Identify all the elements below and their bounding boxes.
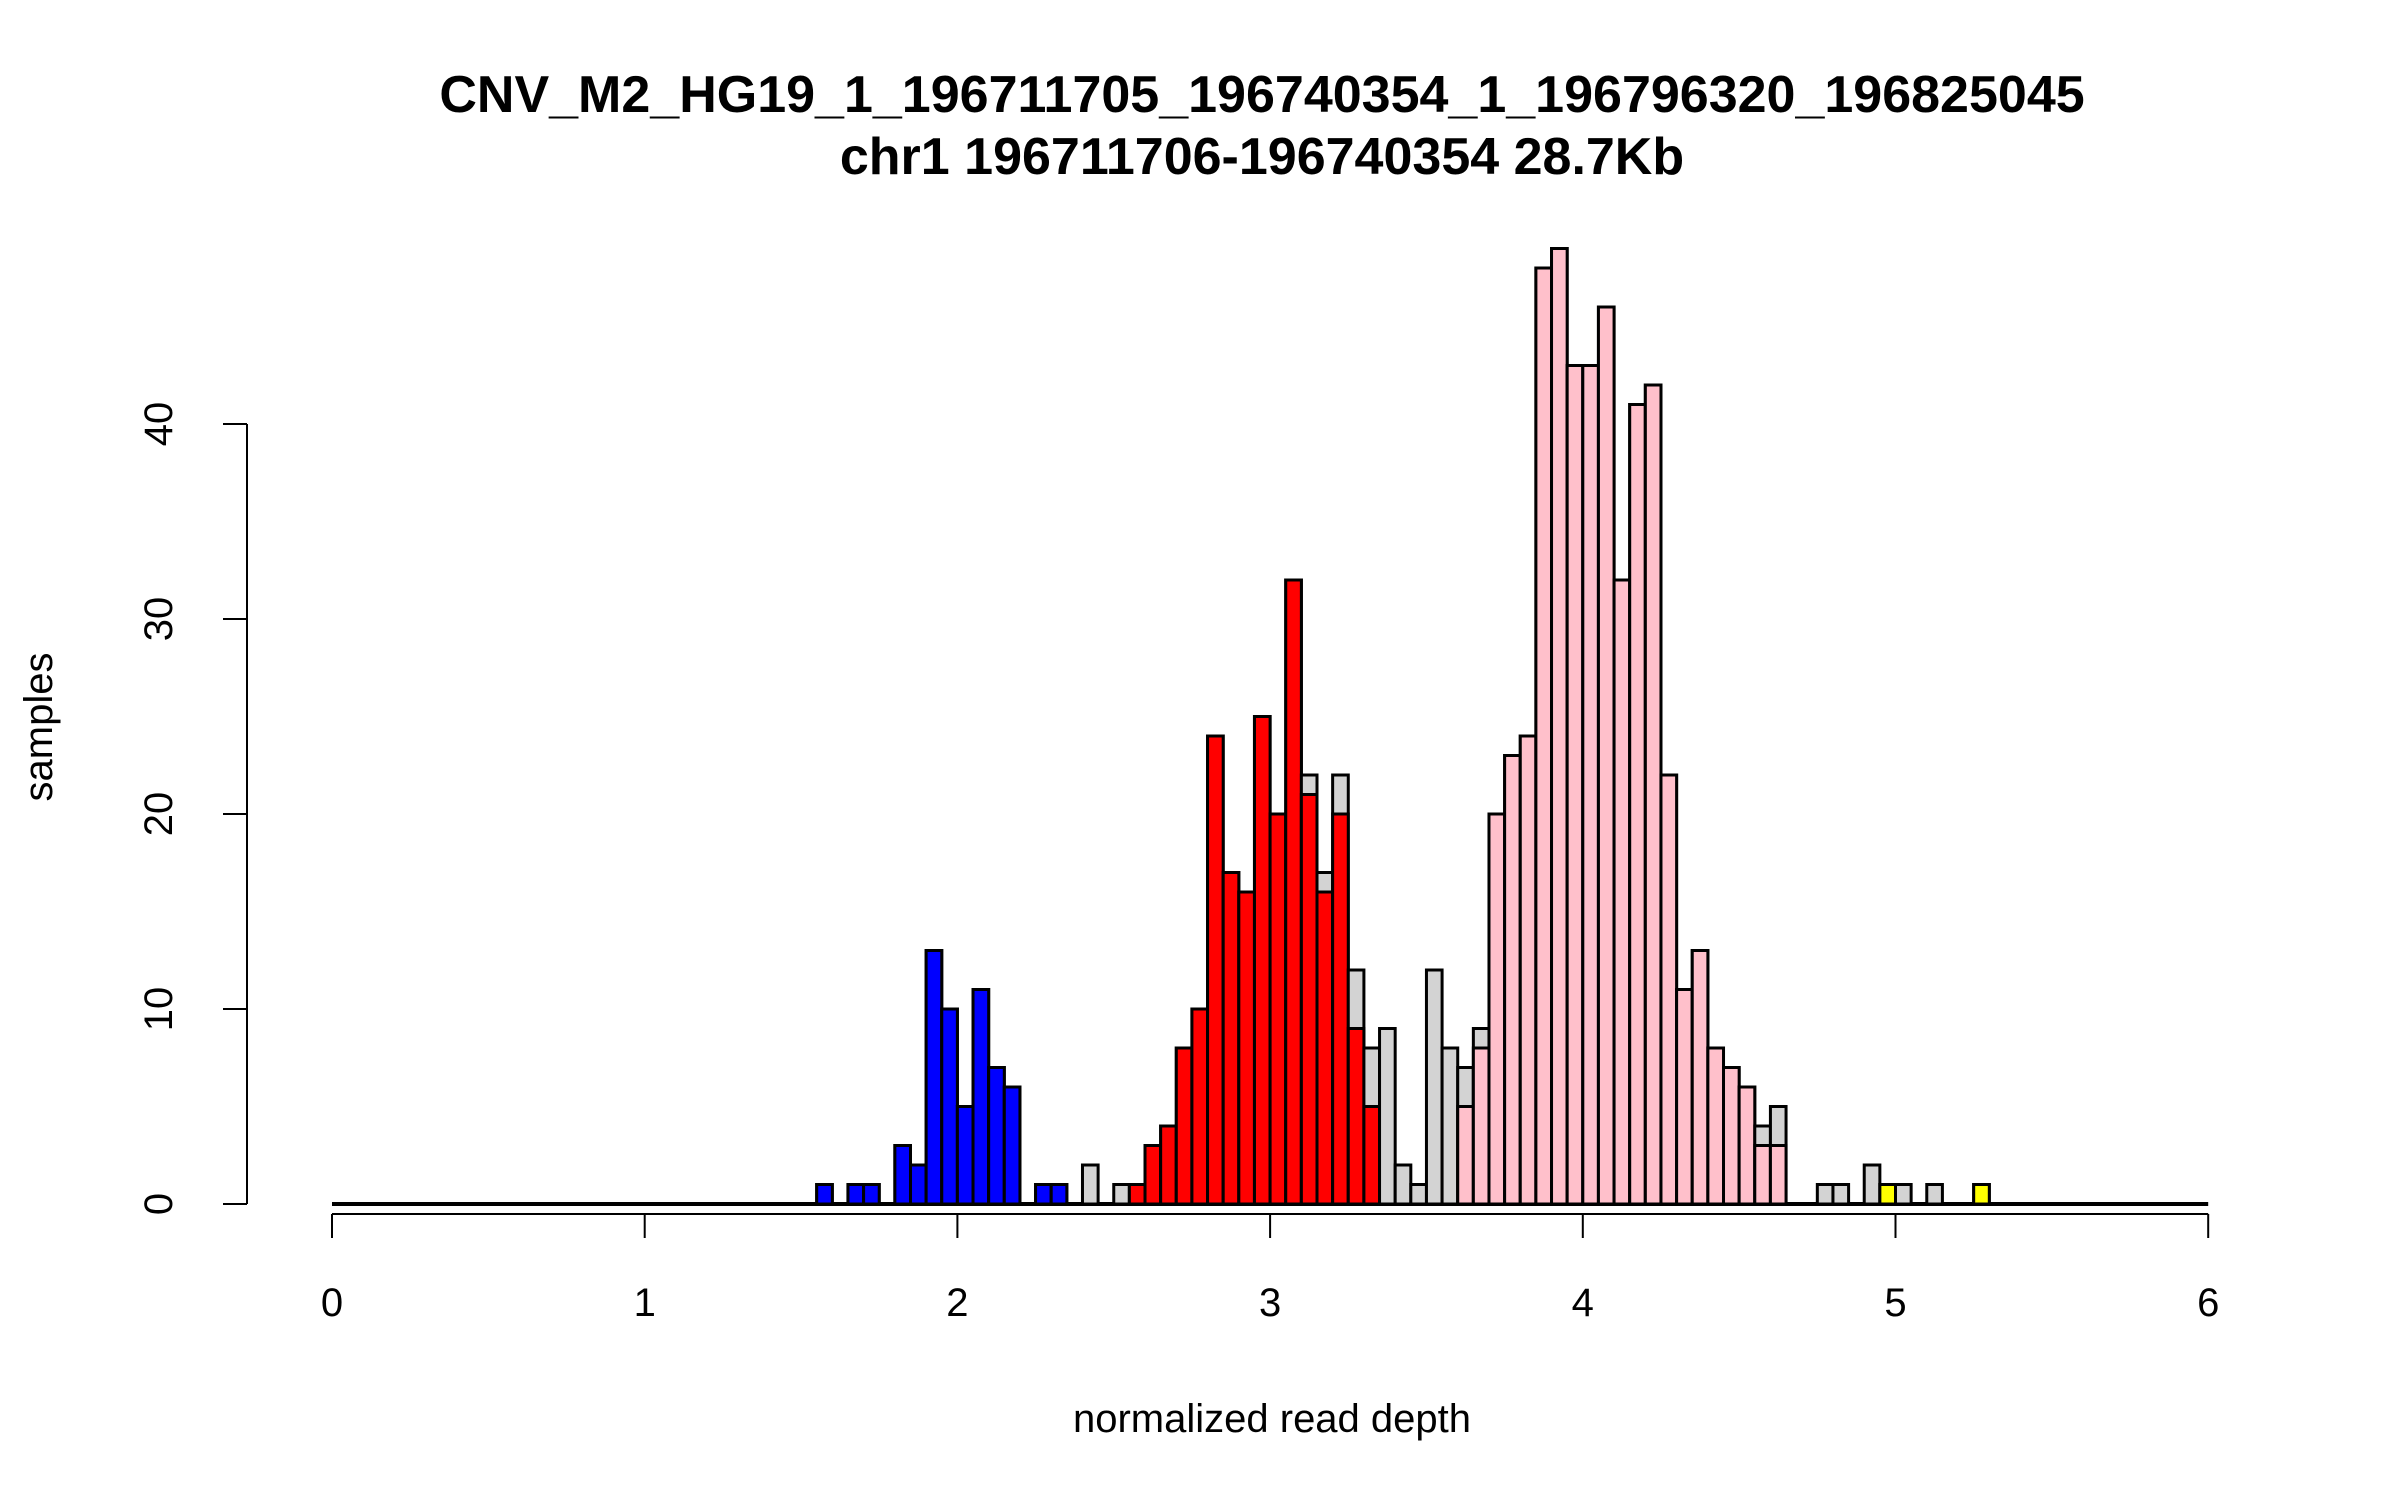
bar-red — [1143, 1144, 1163, 1206]
bar-red — [1362, 1105, 1382, 1206]
bar-pink — [1565, 364, 1585, 1206]
bar-all-samples — [1831, 1183, 1851, 1206]
x-tick-label: 0 — [321, 1281, 343, 1325]
bar-all-samples — [1112, 1183, 1131, 1206]
bar-pink — [1456, 1105, 1475, 1206]
bar-red — [1221, 871, 1241, 1206]
bar-blue — [846, 1183, 866, 1206]
x-tick-label: 2 — [946, 1281, 968, 1325]
bar-blue — [987, 1066, 1006, 1206]
bar-red — [1190, 1007, 1210, 1206]
y-tick-label: 20 — [137, 792, 181, 837]
bar-pink — [1534, 266, 1554, 1206]
bar-pink — [1643, 383, 1663, 1206]
bar-red — [1268, 812, 1288, 1206]
chart-title: CNV_M2_HG19_1_196711705_196740354_1_1967… — [439, 66, 2084, 124]
bar-red — [1315, 890, 1335, 1206]
bar-all-samples — [1424, 968, 1444, 1206]
bar-red — [1252, 715, 1272, 1206]
bar-all-samples — [1894, 1183, 1913, 1206]
bar-blue — [1049, 1183, 1069, 1206]
bar-pink — [1706, 1046, 1726, 1206]
bar-pink — [1722, 1066, 1741, 1206]
bar-red — [1284, 578, 1303, 1206]
bar-pink — [1596, 305, 1616, 1206]
bar-all-samples — [1393, 1163, 1413, 1206]
bar-red — [1346, 1027, 1366, 1206]
bar-all-samples — [1925, 1183, 1944, 1206]
x-axis-label: normalized read depth — [1073, 1397, 1471, 1441]
bar-all-samples — [1409, 1183, 1428, 1206]
bar-red — [1331, 812, 1350, 1206]
chart-subtitle: chr1 196711706-196740354 28.7Kb — [840, 128, 1684, 186]
y-tick-label: 30 — [137, 597, 181, 642]
bar-all-samples — [1815, 1183, 1835, 1206]
bar-pink — [1628, 403, 1647, 1206]
bar-red — [1206, 734, 1225, 1206]
bar-blue — [955, 1105, 975, 1206]
bar-pink — [1768, 1144, 1788, 1206]
x-tick-label: 3 — [1259, 1281, 1281, 1325]
bar-red — [1299, 793, 1319, 1206]
bar-yellow — [1878, 1183, 1897, 1206]
bar-red — [1159, 1124, 1178, 1206]
bar-blue — [908, 1163, 928, 1206]
bar-pink — [1581, 364, 1600, 1206]
x-tick-label: 6 — [2197, 1281, 2219, 1325]
bar-all-samples — [1862, 1163, 1882, 1206]
axes: 0 1 2 3 4 5 6 0 10 20 30 40 — [137, 402, 2219, 1325]
bar-pink — [1471, 1046, 1491, 1206]
bar-blue — [893, 1144, 912, 1206]
y-axis-label: samples — [17, 653, 61, 802]
bar-blue — [815, 1183, 834, 1206]
bar-pink — [1753, 1144, 1772, 1206]
bar-pink — [1659, 773, 1679, 1206]
bar-blue — [862, 1183, 881, 1206]
bar-pink — [1737, 1085, 1757, 1206]
bar-red — [1174, 1046, 1194, 1206]
bar-pink — [1612, 578, 1632, 1206]
bar-yellow — [1972, 1183, 1991, 1206]
y-tick-label: 0 — [137, 1193, 181, 1215]
bar-pink — [1487, 812, 1507, 1206]
bar-pink — [1675, 988, 1694, 1206]
bar-red — [1237, 890, 1256, 1206]
y-tick-label: 10 — [137, 987, 181, 1032]
x-tick-label: 1 — [634, 1281, 656, 1325]
bar-pink — [1550, 247, 1569, 1206]
bar-pink — [1503, 754, 1522, 1206]
bar-blue — [924, 949, 944, 1206]
bar-blue — [1034, 1183, 1053, 1206]
bar-blue — [940, 1007, 959, 1206]
x-tick-label: 5 — [1884, 1281, 1906, 1325]
bar-all-samples — [1378, 1027, 1397, 1206]
bar-all-samples — [1440, 1046, 1460, 1206]
bar-pink — [1518, 734, 1538, 1206]
bar-red — [1127, 1183, 1147, 1206]
bar-pink — [1690, 949, 1710, 1206]
y-tick-label: 40 — [137, 402, 181, 447]
bar-all-samples — [1080, 1163, 1100, 1206]
bars — [332, 247, 2209, 1206]
bar-blue — [971, 988, 991, 1206]
x-tick-label: 4 — [1572, 1281, 1594, 1325]
bar-blue — [1002, 1085, 1022, 1206]
